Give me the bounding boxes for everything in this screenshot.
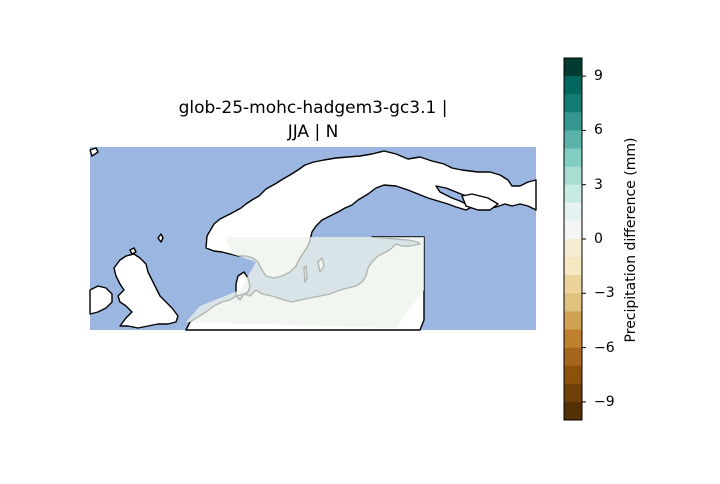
colorbar-tick-label: −3 [594, 285, 615, 302]
precip-field-overlay [186, 237, 424, 328]
colorbar-segment [564, 220, 582, 240]
colorbar-segment [564, 293, 582, 312]
colorbar-segment [564, 184, 582, 204]
colorbar-label-text: Precipitation difference (mm) [623, 137, 639, 343]
colorbar-segment [564, 257, 582, 276]
colorbar-segment [564, 58, 582, 77]
colorbar-segment [564, 76, 582, 95]
colorbar-segment [564, 166, 582, 186]
colorbar-segment [564, 365, 582, 385]
colorbar-tick-label: −9 [594, 393, 615, 410]
colorbar-segment [564, 148, 582, 168]
colorbar-segment [564, 275, 582, 294]
ireland-land [89, 285, 113, 315]
map-title-line2: JJA | N [287, 122, 339, 142]
colorbar-segment [564, 202, 582, 222]
colorbar-tick-label: −6 [594, 339, 615, 356]
kola-peninsula [461, 193, 499, 211]
shetland-islands [157, 233, 164, 243]
colorbar-segment [564, 383, 582, 403]
orkney-islands [129, 247, 137, 255]
colorbar-tick-label: 0 [594, 231, 603, 247]
map-title: glob-25-mohc-hadgem3-gc3.1 | JJA | N [90, 96, 536, 144]
colorbar-segment [564, 311, 582, 330]
colorbar-segment [564, 112, 582, 131]
colorbar-segment [564, 401, 582, 421]
colorbar-segment [564, 239, 582, 258]
colorbar-segment [564, 94, 582, 113]
map-title-line1: glob-25-mohc-hadgem3-gc3.1 | [178, 98, 448, 118]
svalbard-fragment [89, 147, 99, 157]
colorbar-tick-label: 6 [594, 122, 603, 139]
colorbar-tick-label: 9 [594, 68, 603, 85]
great-britain-land [113, 253, 179, 329]
colorbar-segment [564, 347, 582, 367]
colorbar-segment [564, 130, 582, 149]
colorbar-tick-label: 3 [594, 176, 603, 193]
colorbar-segment [564, 329, 582, 349]
